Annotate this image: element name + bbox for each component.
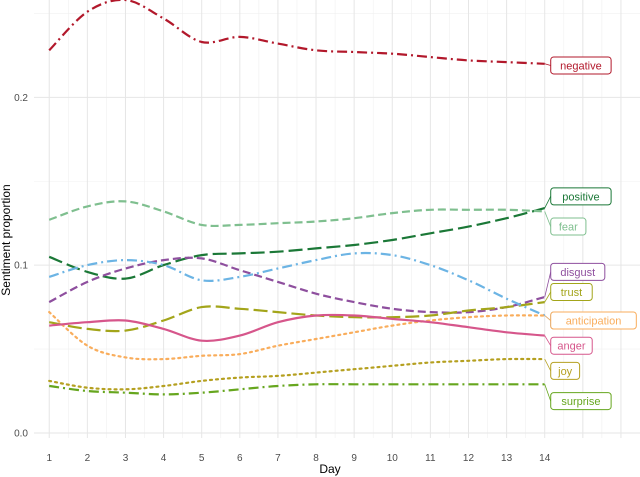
- label-leader-trust: [544, 291, 552, 303]
- x-tick-label: 4: [161, 453, 167, 464]
- label-box-disgust: [550, 262, 606, 281]
- label-leader-anger: [544, 335, 552, 346]
- series-label-joy: joy: [557, 366, 573, 378]
- series-label-anticipation: anticipation: [566, 316, 622, 328]
- x-tick-label: 5: [199, 453, 205, 464]
- x-tick-label: 14: [539, 453, 551, 464]
- series-label-trust: trust: [561, 287, 582, 299]
- label-leader-joy: [544, 358, 552, 372]
- series-line-sadness: [48, 251, 546, 317]
- series-line-negative: [48, 0, 545, 65]
- label-leader-disgust: [544, 271, 552, 298]
- series-label-surprise: surprise: [561, 396, 600, 408]
- x-tick-label: 8: [313, 453, 319, 464]
- label-leader-surprise: [544, 384, 552, 402]
- series-label-anger: anger: [557, 341, 585, 353]
- x-tick-label: 1: [46, 453, 52, 464]
- series-line-fear: [48, 200, 545, 228]
- x-axis-title: Day: [319, 462, 340, 476]
- series-line-joy: [48, 357, 546, 391]
- x-tick-label: 9: [351, 453, 357, 464]
- series-line-surprise: [49, 383, 545, 396]
- series-label-positive: positive: [562, 191, 599, 203]
- x-tick-label: 6: [237, 453, 243, 464]
- x-tick-label: 11: [425, 453, 436, 464]
- label-leader-fear: [544, 211, 552, 227]
- label-box-joy: [550, 361, 581, 380]
- label-box-anger: [550, 336, 593, 355]
- label-leader-negative: [544, 63, 551, 66]
- series-label-disgust: disgust: [560, 267, 595, 279]
- y-axis-title: Sentiment proportion: [0, 184, 13, 295]
- label-box-anticipation: [550, 311, 637, 330]
- series-label-negative: negative: [560, 60, 602, 72]
- axis-tick-labels: 1 2 3 4 5 6 7 8 9 10 11 12 13 140.00.10.2: [14, 93, 551, 464]
- label-leader-positive: [544, 196, 552, 209]
- x-tick-label: 13: [501, 453, 513, 464]
- label-leader-anticipation: [544, 315, 551, 321]
- label-box-surprise: [550, 392, 612, 411]
- x-tick-label: 2: [85, 453, 91, 464]
- series-line-disgust: [48, 256, 545, 314]
- series-line-anger: [49, 313, 545, 343]
- series-lines: [48, 0, 546, 396]
- x-tick-label: 12: [463, 453, 475, 464]
- y-tick-label: 0.0: [14, 428, 28, 439]
- label-box-fear: [550, 217, 587, 236]
- y-tick-label: 0.2: [14, 93, 28, 104]
- series-line-anticipation: [48, 311, 546, 361]
- series-label-fear: fear: [559, 222, 578, 234]
- series-labels: negativepositivefeardisgusttrustsadnessa…: [544, 56, 637, 411]
- label-box-trust: [550, 283, 593, 301]
- x-tick-label: 7: [275, 453, 281, 464]
- x-tick-label: 10: [387, 453, 399, 464]
- label-box-negative: [550, 56, 612, 75]
- label-box-positive: [550, 187, 612, 206]
- series-line-trust: [49, 301, 545, 333]
- series-line-positive: [48, 207, 545, 280]
- y-tick-label: 0.1: [14, 261, 28, 272]
- x-tick-label: 3: [123, 453, 129, 464]
